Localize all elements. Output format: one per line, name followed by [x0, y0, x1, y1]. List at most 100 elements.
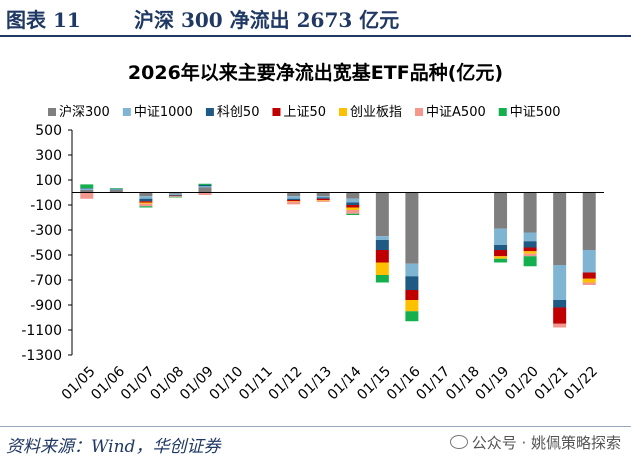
bar-segment	[494, 245, 508, 250]
bar-segment	[287, 201, 301, 202]
y-tick-label: -900	[30, 298, 62, 314]
bar-segment	[346, 207, 360, 210]
chart-title: 2026年以来主要净流出宽基ETF品种(亿元)	[127, 62, 504, 84]
legend-label: 上证50	[283, 105, 326, 120]
bar-segment	[287, 196, 301, 199]
bar-segment	[375, 275, 389, 283]
bar-segment	[375, 192, 389, 237]
bar-segment	[523, 256, 537, 267]
legend-swatch	[339, 108, 348, 116]
bar-segment	[582, 272, 596, 279]
x-tick-label: 01/22	[561, 364, 601, 404]
bar-segment	[582, 192, 596, 250]
legend-label: 沪深300	[59, 104, 110, 120]
bar-segment	[553, 300, 567, 308]
bar-segment	[198, 192, 212, 195]
figure-heading: 图表 11 沪深 300 净流出 2673 亿元	[0, 0, 631, 36]
bar-segment	[168, 193, 182, 195]
y-tick-label: -500	[30, 248, 62, 264]
bar-segment	[80, 188, 94, 189]
bar-segment	[346, 198, 360, 203]
bar-segment	[139, 201, 153, 203]
watermark-text: 公众号 · 姚佩策略探索	[471, 434, 621, 452]
figure-title: 沪深 300 净流出 2673 亿元	[134, 8, 400, 32]
y-tick-label: 500	[35, 123, 62, 139]
legend-swatch	[122, 108, 131, 116]
bar-segment	[316, 198, 330, 200]
bar-segment	[316, 200, 330, 202]
bar-segment	[523, 192, 537, 233]
y-tick-label: 100	[35, 173, 62, 189]
bar-segment	[346, 192, 360, 199]
bar-segment	[405, 290, 419, 300]
wechat-icon	[449, 435, 468, 449]
bar-segment	[168, 192, 182, 194]
bar-segment	[198, 185, 212, 187]
bar-segment	[346, 213, 360, 215]
legend-label: 中证500	[510, 105, 561, 120]
bar-segment	[109, 188, 123, 190]
bar-segment	[405, 311, 419, 322]
bar-segment	[198, 187, 212, 193]
bar-segment	[109, 190, 123, 193]
bar-segment	[139, 202, 153, 204]
bar-segment	[80, 192, 94, 199]
bar-segment	[375, 236, 389, 240]
bar-segment	[405, 192, 419, 264]
bar-segment	[494, 192, 508, 229]
bar-segment	[168, 195, 182, 196]
bar-segment	[287, 200, 301, 202]
bar-segment	[287, 198, 301, 200]
bar-segment	[553, 307, 567, 324]
bar-segment	[346, 202, 360, 205]
bar-segment	[198, 183, 212, 185]
title-divider	[0, 35, 631, 37]
bar-segment	[198, 186, 212, 188]
bar-segment	[553, 192, 567, 265]
y-tick-label: -100	[30, 198, 62, 214]
bar-segment	[523, 247, 537, 252]
bar-segment	[168, 195, 182, 197]
bar-segment	[316, 197, 330, 199]
y-tick-label: -300	[30, 223, 62, 239]
bar-segment	[553, 323, 567, 328]
bar-segment	[582, 278, 596, 283]
legend-label: 创业板指	[350, 105, 402, 120]
y-tick-label: -1300	[21, 348, 62, 364]
bar-segment	[316, 200, 330, 201]
figure-number: 图表 11	[6, 8, 81, 32]
bar-segment	[109, 189, 123, 190]
legend-swatch	[48, 108, 56, 116]
bar-segment	[139, 206, 153, 208]
legend-swatch	[498, 108, 507, 116]
y-tick-label: 300	[35, 148, 62, 164]
bar-segment	[494, 256, 508, 259]
source-note: 资料来源：Wind，华创证券	[6, 437, 221, 457]
bar-segment	[375, 240, 389, 250]
bar-segment	[139, 203, 153, 207]
bar-segment	[494, 228, 508, 245]
stacked-bar-chart: 沪深300 中证1000 科创50 上证50 创业板指 中证A500 中证500 500 300…	[21, 104, 604, 404]
legend-swatch	[205, 108, 214, 116]
bar-segment	[346, 205, 360, 208]
bar-segment	[109, 188, 123, 189]
bar-segment	[287, 192, 301, 197]
legend-label: 中证1000	[134, 105, 193, 120]
bar-segment	[80, 188, 94, 190]
bar-segment	[139, 198, 153, 202]
bar-segment	[346, 210, 360, 214]
bar-segment	[375, 250, 389, 263]
bar-segment	[375, 262, 389, 275]
bar-segment	[316, 196, 330, 198]
bar-segment	[80, 190, 94, 193]
watermark: 公众号 · 姚佩策略探索	[449, 432, 621, 453]
bar-segment	[139, 196, 153, 199]
bar-segment	[316, 192, 330, 197]
bar-segment	[523, 241, 537, 248]
bar-segment	[80, 184, 94, 189]
bar-segment	[168, 196, 182, 197]
bar-segment	[582, 282, 596, 285]
bar-segment	[287, 201, 301, 205]
legend-label: 中证A500	[426, 105, 486, 120]
y-tick-label: -700	[30, 273, 62, 289]
